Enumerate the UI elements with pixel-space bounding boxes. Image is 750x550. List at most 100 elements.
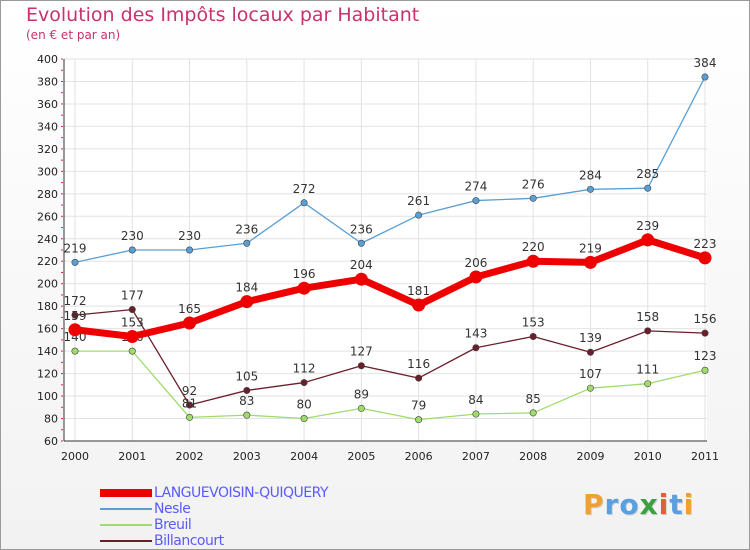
data-label: 219 <box>64 241 87 255</box>
y-tick-label: 60 <box>44 435 58 448</box>
data-point <box>128 246 136 254</box>
data-point <box>71 311 79 319</box>
series-line <box>74 236 707 341</box>
data-point <box>186 413 194 421</box>
legend-label-languevoisin: LANGUEVOISIN-QUIQUERY <box>154 485 329 501</box>
logo-letter: r <box>604 488 620 521</box>
data-point <box>128 306 136 314</box>
data-point <box>472 410 480 418</box>
data-label: 111 <box>636 363 659 377</box>
data-point <box>243 239 251 247</box>
data-point <box>300 415 308 423</box>
x-tick-label: 2006 <box>405 450 433 463</box>
data-point <box>71 347 79 355</box>
y-tick-label: 200 <box>37 278 58 291</box>
data-point <box>644 184 652 192</box>
data-label: 83 <box>239 394 254 408</box>
data-point <box>472 344 480 352</box>
y-tick-label: 360 <box>37 98 58 111</box>
y-tick-label: 400 <box>37 53 58 66</box>
data-label: 177 <box>121 289 144 303</box>
data-point <box>698 251 712 265</box>
data-label: 116 <box>407 357 430 371</box>
legend-label-billancourt: Billancourt <box>154 533 224 549</box>
x-tick-label: 2004 <box>290 450 318 463</box>
data-point <box>529 409 537 417</box>
data-point <box>354 272 368 286</box>
x-tick-label: 2007 <box>462 450 490 463</box>
data-label: 236 <box>350 222 373 236</box>
data-label: 165 <box>178 302 201 316</box>
data-point <box>186 401 194 409</box>
data-label: 123 <box>694 349 717 363</box>
data-point <box>297 281 311 295</box>
data-label: 79 <box>411 399 426 413</box>
y-tick-label: 160 <box>37 323 58 336</box>
x-tick-label: 2009 <box>576 450 604 463</box>
data-label: 89 <box>354 387 369 401</box>
data-label: 196 <box>293 267 316 281</box>
chart-title: Evolution des Impôts locaux par Habitant <box>26 4 420 26</box>
x-tick-label: 2005 <box>347 450 375 463</box>
data-point <box>586 185 594 193</box>
data-label: 223 <box>694 237 717 251</box>
series-line <box>75 350 706 421</box>
data-label: 276 <box>522 177 545 191</box>
data-label: 274 <box>464 180 487 194</box>
logo-letter: i <box>683 488 695 521</box>
y-tick-label: 220 <box>37 255 58 268</box>
data-point <box>586 384 594 392</box>
y-tick-label: 260 <box>37 210 58 223</box>
data-point <box>183 316 197 330</box>
data-label: 172 <box>64 294 87 308</box>
data-label: 206 <box>464 256 487 270</box>
data-point <box>526 254 540 268</box>
data-label: 239 <box>636 219 659 233</box>
y-tick-label: 180 <box>37 300 58 313</box>
series-line <box>74 308 706 406</box>
data-point <box>469 270 483 284</box>
legend-swatch-languevoisin <box>100 489 152 497</box>
data-label: 261 <box>407 194 430 208</box>
data-label: 384 <box>694 56 717 70</box>
data-point <box>357 362 365 370</box>
logo-letter: o <box>619 488 640 521</box>
data-label: 153 <box>522 316 545 330</box>
data-label: 181 <box>407 284 430 298</box>
data-point <box>644 380 652 388</box>
data-point <box>415 374 423 382</box>
data-label: 284 <box>579 168 602 182</box>
series-line <box>74 76 706 263</box>
data-label: 105 <box>235 369 258 383</box>
data-label: 92 <box>182 384 197 398</box>
y-tick-label: 340 <box>37 120 58 133</box>
data-label: 184 <box>235 281 258 295</box>
legend-swatch-breuil <box>100 524 152 526</box>
logo-letter: i <box>658 488 670 521</box>
data-point <box>415 211 423 219</box>
chart-subtitle: (en € et par an) <box>26 28 121 42</box>
data-point <box>472 197 480 205</box>
data-label: 127 <box>350 345 373 359</box>
data-point <box>186 246 194 254</box>
data-point <box>644 327 652 335</box>
data-point <box>300 199 308 207</box>
data-label: 204 <box>350 258 373 272</box>
y-tick-label: 300 <box>37 165 58 178</box>
data-label: 81 <box>182 396 197 410</box>
data-point <box>412 298 426 312</box>
logo-letter: P <box>583 488 605 521</box>
data-label: 139 <box>579 331 602 345</box>
data-label: 153 <box>121 316 144 330</box>
data-label: 220 <box>522 240 545 254</box>
data-point <box>529 194 537 202</box>
y-tick-label: 80 <box>44 413 58 426</box>
x-tick-label: 2008 <box>519 450 547 463</box>
y-tick-label: 240 <box>37 233 58 246</box>
data-point <box>586 348 594 356</box>
y-tick-label: 280 <box>37 188 58 201</box>
data-label: 158 <box>636 310 659 324</box>
y-tick-label: 320 <box>37 143 58 156</box>
logo-letter: x <box>639 488 659 521</box>
